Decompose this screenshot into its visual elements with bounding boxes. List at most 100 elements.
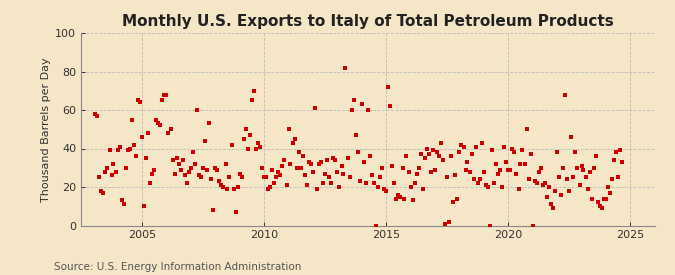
Point — [605, 191, 616, 195]
Point — [232, 185, 243, 189]
Point — [475, 177, 485, 182]
Point — [477, 141, 487, 145]
Point — [182, 181, 192, 185]
Point — [202, 167, 213, 172]
Point — [437, 158, 448, 162]
Point — [468, 177, 479, 182]
Point — [312, 187, 323, 191]
Point — [541, 194, 552, 199]
Point — [326, 181, 337, 185]
Point — [161, 92, 172, 97]
Point — [151, 117, 161, 122]
Point — [322, 158, 333, 162]
Point — [599, 196, 610, 201]
Point — [184, 169, 194, 174]
Point — [222, 187, 233, 191]
Y-axis label: Thousand Barrels per Day: Thousand Barrels per Day — [41, 57, 51, 202]
Point — [543, 185, 554, 189]
Point — [381, 189, 392, 193]
Point — [352, 150, 363, 155]
Point — [503, 167, 514, 172]
Point — [108, 162, 119, 166]
Point — [336, 164, 347, 168]
Point — [509, 150, 520, 155]
Point — [525, 152, 536, 156]
Point — [200, 139, 211, 143]
Point — [417, 187, 428, 191]
Point — [515, 162, 526, 166]
Point — [407, 198, 418, 203]
Point — [214, 179, 225, 183]
Point — [216, 183, 227, 187]
Text: Source: U.S. Energy Information Administration: Source: U.S. Energy Information Administ… — [54, 262, 301, 272]
Point — [300, 173, 310, 178]
Point — [291, 166, 302, 170]
Point — [495, 167, 506, 172]
Point — [409, 181, 420, 185]
Point — [112, 148, 123, 153]
Point — [539, 181, 550, 185]
Point — [597, 206, 608, 210]
Point — [519, 162, 530, 166]
Point — [360, 181, 371, 185]
Point — [603, 185, 614, 189]
Point — [212, 167, 223, 172]
Point — [549, 189, 560, 193]
Point — [436, 141, 447, 145]
Point — [611, 150, 622, 155]
Point — [572, 166, 583, 170]
Point — [601, 196, 612, 201]
Point — [136, 135, 147, 139]
Point — [238, 137, 249, 141]
Point — [485, 223, 495, 228]
Point — [190, 162, 200, 166]
Point — [344, 175, 355, 180]
Point — [96, 189, 107, 193]
Point — [180, 173, 190, 178]
Point — [90, 112, 101, 116]
Point — [316, 160, 327, 164]
Point — [564, 189, 574, 193]
Point — [248, 89, 259, 93]
Point — [256, 166, 267, 170]
Title: Monthly U.S. Exports to Italy of Total Petroleum Products: Monthly U.S. Exports to Italy of Total P… — [122, 14, 614, 29]
Point — [371, 223, 381, 228]
Point — [429, 167, 440, 172]
Point — [387, 164, 398, 168]
Point — [296, 166, 306, 170]
Point — [574, 183, 585, 187]
Point — [320, 171, 331, 176]
Point — [393, 192, 404, 197]
Point — [118, 202, 129, 207]
Point — [493, 171, 504, 176]
Point — [318, 181, 329, 185]
Point — [244, 133, 255, 137]
Point — [342, 156, 353, 160]
Point — [149, 167, 160, 172]
Point — [155, 123, 166, 128]
Point — [236, 175, 247, 180]
Point — [110, 169, 121, 174]
Point — [334, 185, 345, 189]
Point — [246, 98, 257, 103]
Point — [389, 181, 400, 185]
Point — [462, 160, 473, 164]
Point — [551, 150, 562, 155]
Point — [130, 154, 141, 158]
Point — [377, 166, 387, 170]
Point — [527, 223, 538, 228]
Point — [558, 166, 568, 170]
Point — [114, 144, 125, 149]
Point — [466, 152, 477, 156]
Point — [560, 92, 570, 97]
Point — [135, 100, 146, 104]
Point — [356, 102, 367, 106]
Point — [537, 183, 548, 187]
Point — [106, 173, 117, 178]
Point — [367, 173, 377, 178]
Point — [94, 175, 105, 180]
Point — [364, 154, 375, 158]
Point — [206, 177, 217, 182]
Point — [403, 169, 414, 174]
Point — [431, 150, 442, 155]
